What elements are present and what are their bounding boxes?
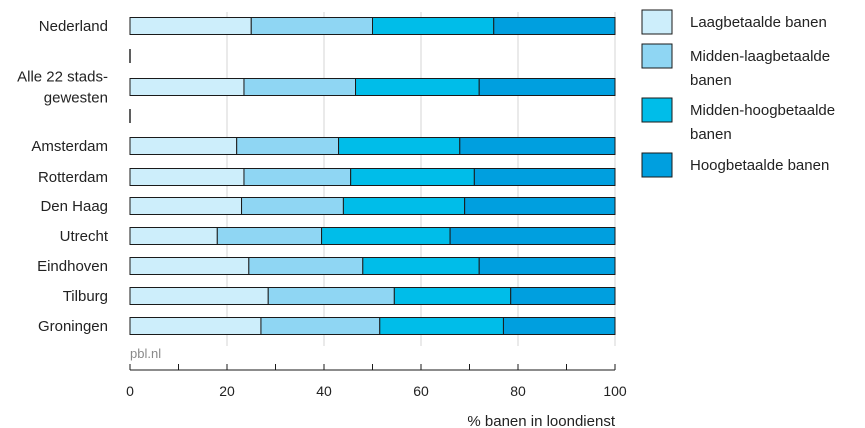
bar-segment	[321, 227, 451, 245]
bar-segment	[216, 227, 323, 245]
x-tick-label: 40	[316, 383, 332, 399]
legend-label: banen	[690, 72, 732, 89]
x-tick-label: 100	[603, 383, 627, 399]
category-label: Nederland	[39, 18, 108, 35]
bar-segment	[243, 168, 352, 186]
bar-segment	[459, 137, 616, 155]
bar-segment	[129, 168, 245, 186]
legend-label: Laagbetaalde banen	[690, 14, 827, 31]
legend-label: banen	[690, 126, 732, 143]
bar-segment	[493, 17, 616, 35]
x-tick-label: 20	[219, 383, 235, 399]
bar-segment	[478, 78, 616, 96]
category-label: Rotterdam	[38, 169, 108, 186]
legend-swatch	[641, 97, 673, 123]
legend-label: Midden-hoogbetaalde	[690, 102, 835, 119]
bar-segment	[393, 287, 512, 305]
bar-segment	[338, 137, 461, 155]
legend-swatch	[641, 9, 673, 35]
bar-segment	[241, 197, 344, 215]
bar-segment	[129, 17, 252, 35]
bar-segment	[129, 197, 243, 215]
bars	[129, 17, 616, 335]
category-label: Utrecht	[60, 228, 109, 245]
source-label: pbl.nl	[130, 346, 161, 361]
x-tick-label: 60	[413, 383, 429, 399]
bar-segment	[248, 257, 364, 275]
bar-segment	[449, 227, 616, 245]
legend-label: Midden-laagbetaalde	[690, 48, 830, 65]
x-axis-title: % banen in loondienst	[467, 413, 615, 428]
bar-segment	[362, 257, 480, 275]
bar-segment	[464, 197, 616, 215]
bar-segment	[502, 317, 616, 335]
bar-segment	[243, 78, 357, 96]
x-tick-label: 80	[510, 383, 526, 399]
bar-segment	[260, 317, 381, 335]
bar-segment	[473, 168, 616, 186]
category-label: Den Haag	[40, 198, 108, 215]
category-label: Tilburg	[63, 288, 108, 305]
bar-segment	[129, 257, 250, 275]
x-axis: 0 20 40 60 80 100	[126, 364, 627, 399]
bar-segment	[478, 257, 616, 275]
x-tick-label: 0	[126, 383, 134, 399]
bar-segment	[250, 17, 373, 35]
category-label: Alle 22 stads-	[17, 69, 108, 86]
bar-segment	[372, 17, 495, 35]
bar-segment	[267, 287, 395, 305]
legend: Laagbetaalde banen Midden-laagbetaalde ban…	[641, 9, 835, 178]
bar-segment	[129, 287, 269, 305]
bar-segment	[129, 78, 245, 96]
legend-swatch	[641, 152, 673, 178]
bar-segment	[129, 227, 218, 245]
category-label: Groningen	[38, 318, 108, 335]
category-label: gewesten	[44, 90, 108, 107]
bar-segment	[236, 137, 340, 155]
bar-segment	[129, 137, 238, 155]
bar-segment	[129, 317, 262, 335]
bar-segment	[379, 317, 504, 335]
legend-swatch	[641, 43, 673, 69]
category-label: Eindhoven	[37, 258, 108, 275]
category-labels: Nederland Alle 22 stads-gewesten Amsterdam…	[17, 18, 109, 335]
bar-segment	[510, 287, 616, 305]
bar-segment	[350, 168, 475, 186]
legend-label: Hoogbetaalde banen	[690, 157, 829, 174]
bar-segment	[342, 197, 466, 215]
bar-segment	[355, 78, 480, 96]
category-label: Amsterdam	[31, 138, 108, 155]
